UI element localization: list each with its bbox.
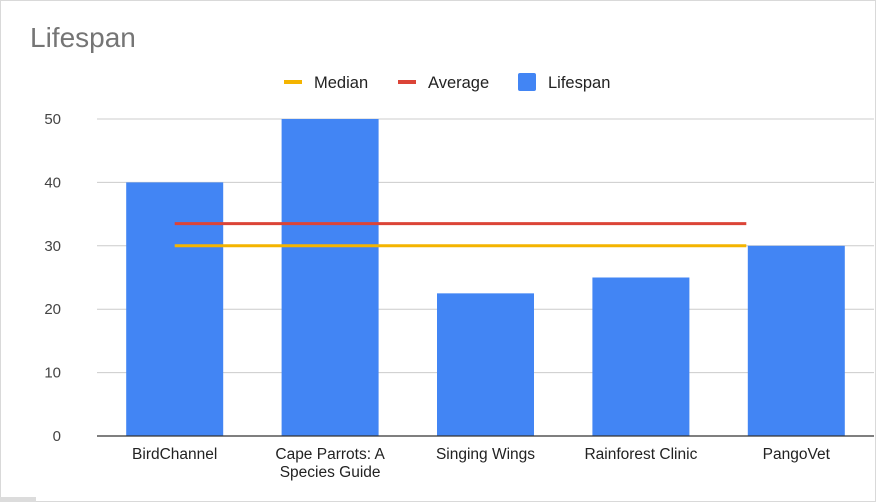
y-axis-ticks: 0 10 20 30 40 50 — [44, 111, 61, 445]
bar[interactable] — [747, 245, 845, 436]
legend-label[interactable]: Median — [314, 74, 368, 92]
x-tick-label: Rainforest Clinic — [584, 446, 697, 463]
legend[interactable]: Median Average Lifespan — [284, 73, 610, 92]
x-tick-label: Species Guide — [280, 464, 381, 481]
scrollbar-stub[interactable] — [0, 497, 36, 502]
y-tick-label: 40 — [44, 174, 61, 191]
y-tick-label: 0 — [53, 428, 61, 445]
legend-marker — [284, 80, 302, 84]
bars — [126, 119, 845, 436]
bar[interactable] — [281, 119, 379, 436]
x-tick-label: Singing Wings — [436, 446, 535, 463]
legend-marker — [518, 73, 536, 91]
legend-marker — [398, 80, 416, 84]
x-tick-label: PangoVet — [763, 446, 831, 463]
legend-label[interactable]: Lifespan — [548, 74, 610, 92]
bar[interactable] — [592, 277, 690, 437]
bar[interactable] — [126, 182, 224, 436]
y-tick-label: 20 — [44, 301, 61, 318]
x-tick-label: Cape Parrots: A — [275, 446, 385, 463]
chart-title: Lifespan — [30, 22, 136, 53]
y-tick-label: 50 — [44, 111, 61, 128]
reference-lines — [174, 222, 747, 248]
legend-label[interactable]: Average — [428, 74, 489, 92]
y-tick-label: 30 — [44, 238, 61, 255]
y-tick-label: 10 — [44, 365, 61, 382]
x-tick-label: BirdChannel — [132, 446, 217, 463]
bar[interactable] — [437, 293, 534, 436]
